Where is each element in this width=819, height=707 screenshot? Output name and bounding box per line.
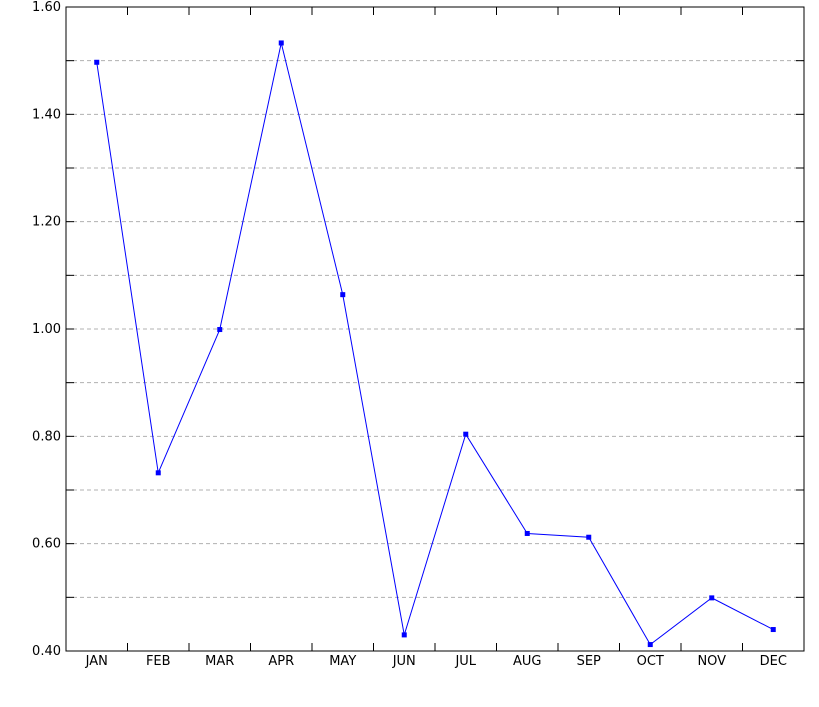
data-point-jan <box>94 59 100 65</box>
y-axis-tick-labels: 0.40 0.60 0.80 1.00 1.20 1.40 1.60 <box>32 0 61 659</box>
data-point-aug <box>524 530 530 536</box>
data-point-feb <box>155 470 161 476</box>
series-layer <box>94 40 776 648</box>
x-tick-label-apr: APR <box>268 654 294 669</box>
data-point-jul <box>463 431 469 437</box>
x-tick-label-jun: JUN <box>392 654 416 669</box>
y-tick-label: 1.20 <box>32 215 61 230</box>
y-tick-label: 0.40 <box>32 644 61 659</box>
x-tick-label-mar: MAR <box>205 654 234 669</box>
y-tick-label: 1.40 <box>32 107 61 122</box>
x-tick-label-dec: DEC <box>760 654 787 669</box>
data-point-apr <box>278 40 284 46</box>
y-tick-label: 1.60 <box>32 0 61 15</box>
x-tick-label-nov: NOV <box>697 654 726 669</box>
data-point-jun <box>401 632 407 638</box>
y-tick-label: 1.00 <box>32 322 61 337</box>
x-tick-label-may: MAY <box>329 654 356 669</box>
data-point-sep <box>586 534 592 540</box>
data-point-dec <box>770 627 776 633</box>
y-tick-label: 0.60 <box>32 537 61 552</box>
data-point-oct <box>647 642 653 648</box>
data-point-mar <box>217 327 223 333</box>
x-tick-label-jan: JAN <box>85 654 108 669</box>
plot-frame <box>65 6 805 652</box>
data-point-nov <box>709 595 715 601</box>
data-point-may <box>340 292 346 298</box>
x-tick-label-feb: FEB <box>146 654 171 669</box>
x-axis-tick-labels: JAN FEB MAR APR MAY JUN JUL AUG SEP OCT NOV DEC <box>85 654 787 669</box>
x-tick-label-aug: AUG <box>513 654 541 669</box>
x-tick-label-oct: OCT <box>637 654 664 669</box>
x-tick-label-sep: SEP <box>577 654 601 669</box>
series-line <box>96 42 774 646</box>
axis-ticks <box>65 6 805 652</box>
x-tick-label-jul: JUL <box>454 654 476 669</box>
y-tick-label: 0.80 <box>32 429 61 444</box>
grid-lines <box>66 60 804 598</box>
